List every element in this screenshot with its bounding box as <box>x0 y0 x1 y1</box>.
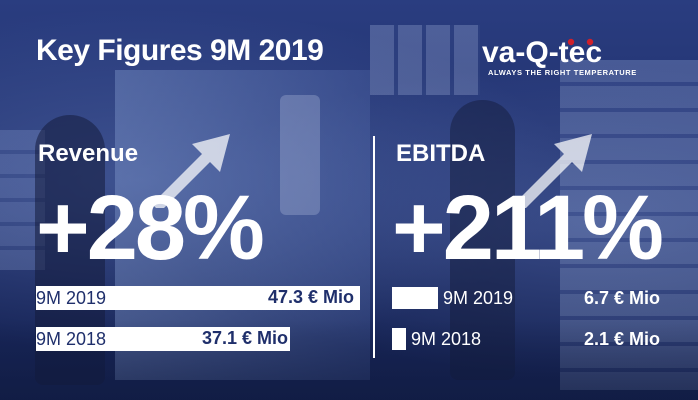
background-machine-panel <box>280 95 320 215</box>
revenue-row-2019: 9M 2019 47.3 € Mio <box>36 286 360 310</box>
section-divider <box>373 136 375 358</box>
revenue-period-label: 9M 2019 <box>36 288 107 308</box>
logo-red-dot-right <box>586 38 594 46</box>
logo-icon: va-Q-tec ALWAYS THE RIGHT TEMPERATURE <box>482 36 637 77</box>
logo-tagline: ALWAYS THE RIGHT TEMPERATURE <box>488 68 637 77</box>
revenue-value: 37.1 € Mio <box>202 328 289 348</box>
logo-wordmark: va-Q-tec <box>482 36 602 69</box>
growth-arrow-icon <box>514 134 592 208</box>
ebitda-bar <box>392 328 406 350</box>
ebitda-bar <box>392 287 438 309</box>
company-logo: va-Q-tec ALWAYS THE RIGHT TEMPERATURE <box>478 34 668 78</box>
ebitda-value: 6.7 € Mio <box>583 288 660 308</box>
revenue-growth: +28% <box>36 177 265 279</box>
ebitda-value: 2.1 € Mio <box>583 329 660 349</box>
growth-arrow-icon <box>152 134 230 208</box>
page-title: Key Figures 9M 2019 <box>36 34 324 67</box>
ebitda-growth: +211% <box>392 177 664 279</box>
ebitda-period-label: 9M 2018 <box>411 329 482 349</box>
revenue-period-label: 9M 2018 <box>36 329 107 349</box>
ebitda-period-label: 9M 2019 <box>443 288 514 308</box>
revenue-bar <box>36 286 360 310</box>
logo-red-dot-left <box>567 38 575 46</box>
ebitda-label: EBITDA <box>396 140 486 167</box>
revenue-value: 47.3 € Mio <box>267 287 354 307</box>
revenue-bar <box>36 327 290 351</box>
revenue-label: Revenue <box>38 140 139 167</box>
revenue-row-2018: 9M 2018 37.1 € Mio <box>36 327 290 351</box>
background-windows <box>370 25 480 95</box>
